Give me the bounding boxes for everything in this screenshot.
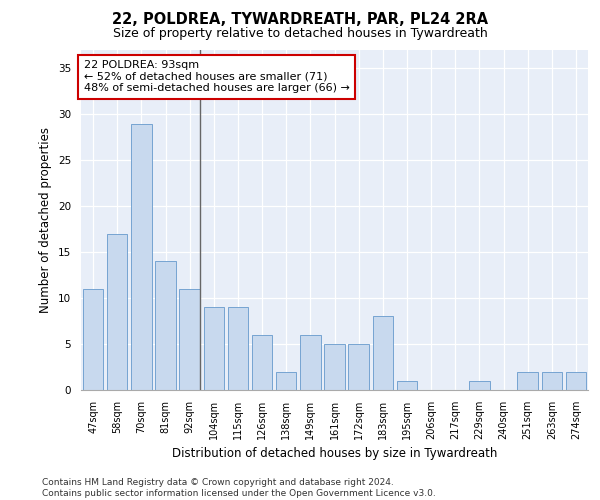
Bar [397, 381, 417, 390]
Text: Contains HM Land Registry data © Crown copyright and database right 2024.
Contai: Contains HM Land Registry data © Crown c… [42, 478, 436, 498]
Bar [179, 289, 200, 390]
Y-axis label: Number of detached properties: Number of detached properties [40, 127, 52, 313]
Bar [349, 344, 369, 390]
Bar [227, 308, 248, 390]
Bar [276, 372, 296, 390]
Bar [203, 308, 224, 390]
Bar [324, 344, 345, 390]
Bar [469, 381, 490, 390]
X-axis label: Distribution of detached houses by size in Tywardreath: Distribution of detached houses by size … [172, 448, 497, 460]
Bar [131, 124, 152, 390]
Bar [155, 262, 176, 390]
Text: 22, POLDREA, TYWARDREATH, PAR, PL24 2RA: 22, POLDREA, TYWARDREATH, PAR, PL24 2RA [112, 12, 488, 28]
Bar [566, 372, 586, 390]
Bar [517, 372, 538, 390]
Bar [252, 335, 272, 390]
Bar [107, 234, 127, 390]
Bar [373, 316, 393, 390]
Bar [542, 372, 562, 390]
Bar [83, 289, 103, 390]
Text: 22 POLDREA: 93sqm
← 52% of detached houses are smaller (71)
48% of semi-detached: 22 POLDREA: 93sqm ← 52% of detached hous… [83, 60, 349, 94]
Bar [300, 335, 320, 390]
Text: Size of property relative to detached houses in Tywardreath: Size of property relative to detached ho… [113, 28, 487, 40]
